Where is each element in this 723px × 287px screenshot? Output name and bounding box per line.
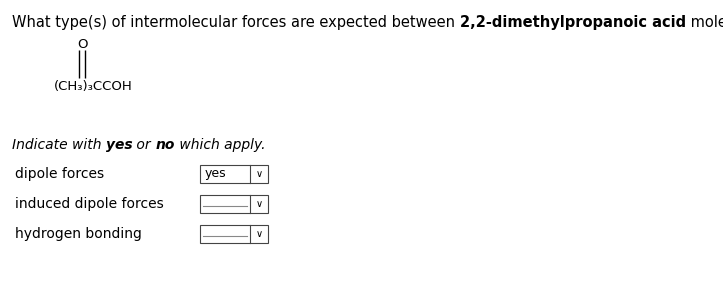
Text: (CH₃)₃CCOH: (CH₃)₃CCOH (54, 80, 133, 93)
Text: What type(s) of intermolecular forces are expected between: What type(s) of intermolecular forces ar… (12, 15, 460, 30)
Text: no: no (155, 138, 175, 152)
Text: dipole forces: dipole forces (15, 167, 104, 181)
Text: O: O (77, 38, 87, 51)
Text: ∨: ∨ (255, 169, 262, 179)
Text: 2,2-dimethylpropanoic acid: 2,2-dimethylpropanoic acid (460, 15, 685, 30)
Text: hydrogen bonding: hydrogen bonding (15, 227, 142, 241)
Text: ∨: ∨ (255, 199, 262, 209)
FancyBboxPatch shape (200, 225, 268, 243)
Text: molecules?: molecules? (685, 15, 723, 30)
Text: Indicate with: Indicate with (12, 138, 106, 152)
FancyBboxPatch shape (200, 165, 268, 183)
Text: yes: yes (205, 168, 226, 181)
Text: yes: yes (106, 138, 132, 152)
Text: ∨: ∨ (255, 229, 262, 239)
Text: induced dipole forces: induced dipole forces (15, 197, 163, 211)
FancyBboxPatch shape (200, 195, 268, 213)
Text: or: or (132, 138, 155, 152)
Text: which apply.: which apply. (175, 138, 265, 152)
